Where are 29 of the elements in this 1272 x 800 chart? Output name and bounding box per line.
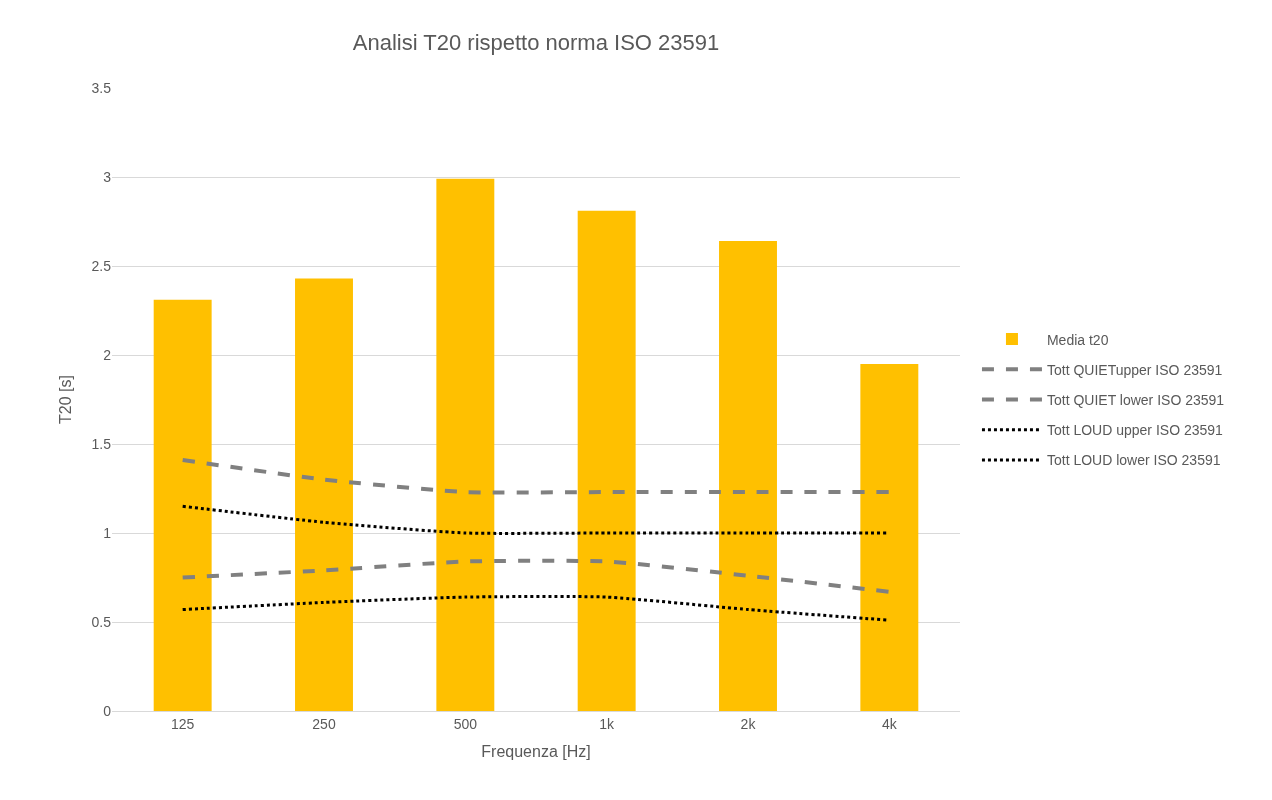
x-tick-label: 125 [170, 715, 195, 732]
y-tick-label: 1.5 [91, 435, 112, 452]
legend-label: Media t20 [1046, 331, 1109, 348]
y-tick-label: 0 [103, 702, 112, 719]
x-tick-label: 4k [881, 715, 898, 732]
y-tick-label: 1 [103, 524, 112, 541]
y-tick-label: 2.5 [91, 257, 112, 274]
legend-label: Tott QUIETupper ISO 23591 [1046, 361, 1223, 378]
bar [577, 210, 636, 711]
y-tick-label: 2 [103, 346, 112, 363]
y-tick-label: 0.5 [91, 613, 112, 630]
x-tick-label: 500 [453, 715, 478, 732]
legend-label: Tott LOUD lower ISO 23591 [1046, 452, 1221, 469]
line-series [180, 558, 892, 594]
legend-label: Tott QUIET lower ISO 23591 [1046, 391, 1225, 408]
chart-title: Analisi T20 rispetto norma ISO 23591 [352, 30, 720, 56]
x-tick-label: 2k [740, 715, 757, 732]
y-axis-title: T20 [s] [57, 375, 75, 424]
bar [295, 278, 353, 711]
y-tick-label: 3 [103, 168, 112, 185]
legend-label: Tott LOUD upper ISO 23591 [1046, 422, 1224, 439]
x-tick-label: 1k [599, 715, 616, 732]
x-axis-title: Frequenza [Hz] [481, 743, 591, 761]
x-tick-label: 250 [312, 715, 336, 732]
bar [719, 241, 777, 711]
bar [153, 299, 212, 711]
bar [436, 178, 495, 711]
bar [860, 363, 919, 711]
y-tick-label: 3.5 [91, 79, 112, 96]
